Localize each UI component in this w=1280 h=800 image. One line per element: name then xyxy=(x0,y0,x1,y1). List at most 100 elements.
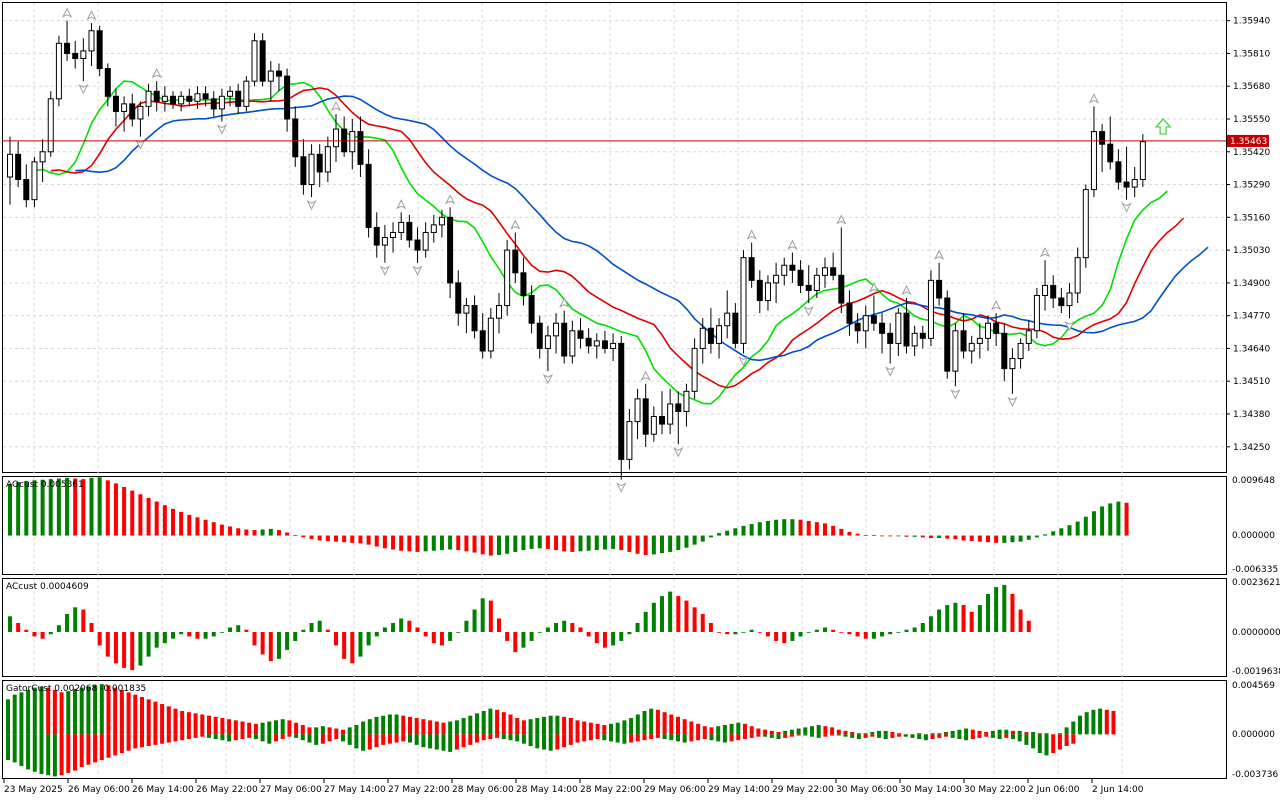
gator-bar-upper xyxy=(394,714,399,735)
ao-bar xyxy=(945,535,950,539)
ac-bar xyxy=(497,618,501,632)
gator-bar-upper xyxy=(434,721,439,735)
gator-bar-lower xyxy=(649,734,654,740)
time-tick-label: 29 May 22:00 xyxy=(772,785,834,795)
gator-bar-upper xyxy=(334,728,339,735)
gator-bar-lower xyxy=(1031,734,1036,749)
gator-bar-lower xyxy=(729,734,734,742)
ao-bar xyxy=(228,526,233,536)
ac-bar xyxy=(48,631,53,635)
gator-bar-lower xyxy=(414,734,419,745)
ao-bar xyxy=(317,535,322,541)
gator-bar-upper xyxy=(153,701,158,735)
jaw-line xyxy=(75,95,1209,362)
gator-bar-lower xyxy=(39,734,44,775)
ao-bar xyxy=(374,535,379,547)
gator-bar-lower xyxy=(930,734,935,740)
gator-bar-lower xyxy=(823,734,828,737)
candle-bear xyxy=(284,75,291,120)
ac-bar xyxy=(643,611,648,632)
gator-bar-upper xyxy=(897,733,902,735)
gator-bar-lower xyxy=(743,734,747,740)
main-pane[interactable] xyxy=(2,2,1227,473)
gator-scale-bottom: -0.003736 xyxy=(1232,770,1278,780)
ao-bar xyxy=(350,535,355,543)
gator-bar-lower xyxy=(86,734,91,765)
ac-bar xyxy=(986,593,990,632)
price-tick-label: 1.34380 xyxy=(1233,410,1270,420)
ac-bar xyxy=(692,607,697,632)
up-arrow-icon[interactable] xyxy=(1154,118,1172,135)
ao-bar xyxy=(187,514,192,536)
candle-bull xyxy=(699,327,706,349)
gator-bar-upper xyxy=(126,692,131,735)
ao-bar xyxy=(611,535,616,549)
gator-bar-upper xyxy=(1037,733,1042,735)
ac-bar xyxy=(268,631,273,662)
ac-bar xyxy=(725,631,730,635)
gator-bar-lower xyxy=(615,734,620,743)
gator-bar-lower xyxy=(676,734,680,742)
ao-bar xyxy=(619,535,624,551)
gator-bar-lower xyxy=(515,734,520,742)
gator-bar-upper xyxy=(850,732,855,735)
price-tick-label: 1.34640 xyxy=(1233,344,1270,354)
time-tick-label: 26 May 06:00 xyxy=(68,785,130,795)
gator-bar-upper xyxy=(495,709,500,735)
gator-bar-upper xyxy=(247,722,252,735)
candle-bull xyxy=(1042,284,1049,296)
gator-bar-upper xyxy=(414,718,419,735)
gator-bar-upper xyxy=(883,730,888,735)
time-tick-label: 29 May 14:00 xyxy=(708,785,770,795)
ac-bar xyxy=(904,629,909,632)
ao-bar xyxy=(415,535,420,552)
gator-bar-upper xyxy=(106,685,111,735)
ao-bar xyxy=(774,519,779,536)
ao-bar xyxy=(896,535,901,537)
fractal-up-icon xyxy=(151,68,162,79)
ac-bar xyxy=(953,602,958,632)
gator-bar-lower xyxy=(602,734,607,741)
candle-bear xyxy=(512,249,519,274)
ac-bar xyxy=(1002,584,1007,632)
ao-bar xyxy=(1075,521,1080,536)
gator-bar-lower xyxy=(1037,734,1042,754)
ac-scale-zero: 0.0000000 xyxy=(1232,628,1280,638)
gator-bar-upper xyxy=(200,714,205,735)
ao-bar xyxy=(594,535,599,551)
ac-bar xyxy=(162,631,167,644)
gator-bar-lower xyxy=(776,734,781,740)
gator-bar-lower xyxy=(923,734,928,741)
gator-bar-upper xyxy=(515,718,520,735)
ao-bar xyxy=(448,535,453,550)
gator-bar-upper xyxy=(6,699,10,735)
ac-bar xyxy=(366,631,371,646)
gator-bar-lower xyxy=(910,734,915,738)
gator-bar-lower xyxy=(769,734,774,738)
ao-bar xyxy=(276,530,281,536)
ao-bar xyxy=(293,534,298,536)
ao-pane[interactable] xyxy=(2,476,1227,575)
gator-bar-lower xyxy=(475,734,479,743)
gator-pane[interactable] xyxy=(2,680,1227,779)
fractal-up-icon xyxy=(933,249,945,260)
fractal-up-icon xyxy=(787,239,798,250)
gator-bar-upper xyxy=(32,687,37,735)
ac-pane[interactable] xyxy=(2,578,1227,677)
gator-bar-upper xyxy=(877,730,881,735)
ao-bar xyxy=(1067,525,1072,536)
ac-bar xyxy=(969,611,974,632)
candle-bull xyxy=(243,80,250,107)
fractal-up-icon xyxy=(86,10,97,21)
gator-bar-upper xyxy=(475,713,479,735)
gator-histogram xyxy=(6,684,1116,777)
candle-bull xyxy=(161,95,168,102)
candle-bull xyxy=(968,342,975,352)
gator-bar-upper xyxy=(26,689,31,735)
gator-bar-upper xyxy=(890,732,895,735)
ac-bar xyxy=(236,625,241,632)
time-tick-label: 30 May 06:00 xyxy=(836,785,898,795)
ao-bar xyxy=(1034,535,1039,538)
gator-bar-upper xyxy=(629,718,634,735)
